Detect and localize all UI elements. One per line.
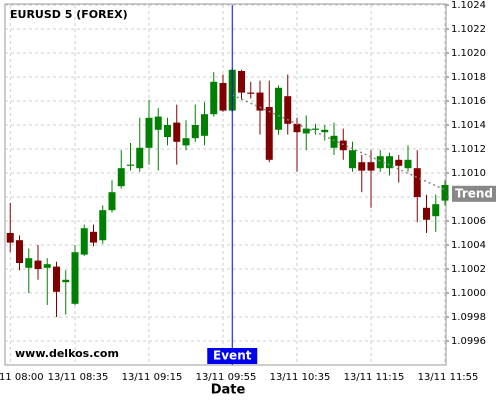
- candle-body: [219, 83, 227, 111]
- x-axis-label: Date: [211, 383, 246, 398]
- watermark: www.delkos.com: [15, 347, 119, 360]
- candle-body: [108, 192, 116, 211]
- x-tick-label: 13/11 09:55: [196, 372, 257, 383]
- candle-body: [376, 156, 384, 169]
- candle-body: [386, 156, 393, 169]
- candle-body: [349, 150, 356, 169]
- candle-body: [25, 258, 33, 268]
- candle-body: [136, 147, 144, 169]
- candle-body: [210, 81, 218, 115]
- candle-body: [293, 123, 301, 133]
- candle-body: [275, 87, 282, 130]
- candle-body: [367, 162, 375, 171]
- event-label-box: [207, 348, 258, 364]
- candle-body: [127, 164, 134, 166]
- y-tick-label: 1.1006: [451, 216, 486, 227]
- x-tick-label: 13/11 11:55: [418, 372, 479, 383]
- candle-body: [441, 185, 449, 201]
- x-tick-label: 13/11 08:35: [48, 372, 109, 383]
- grid: [5, 4, 446, 365]
- candle-body: [432, 204, 440, 217]
- candle-body: [16, 240, 23, 263]
- y-tick-label: 1.1000: [451, 288, 486, 299]
- y-tick-label: 1.0998: [451, 312, 486, 323]
- candle-body: [265, 107, 273, 160]
- candle-body: [312, 128, 319, 130]
- candle-body: [99, 210, 107, 241]
- candle-body: [164, 125, 171, 137]
- y-tick-label: 1.1012: [451, 144, 486, 155]
- x-tick-label: 13/11 10:35: [270, 372, 331, 383]
- candle-body: [182, 138, 190, 146]
- candle-body: [404, 159, 412, 169]
- candle-body: [43, 264, 51, 268]
- candle-body: [173, 122, 181, 142]
- chart-title: EURUSD 5 (FOREX): [10, 8, 128, 21]
- candle-body: [321, 129, 329, 133]
- candle-body: [145, 117, 153, 148]
- candle-body: [302, 128, 310, 134]
- candle-body: [238, 71, 245, 93]
- plot-frame: [4, 3, 447, 366]
- x-tick-label: 13/11 09:15: [122, 372, 183, 383]
- candle-body: [53, 266, 60, 292]
- y-tick-label: 1.1016: [451, 96, 486, 107]
- trend-label-box: [452, 185, 496, 202]
- candle-body: [191, 125, 199, 139]
- candle-body: [330, 135, 338, 148]
- candle-body: [201, 114, 208, 136]
- y-tick-label: 1.1020: [451, 48, 486, 59]
- y-tick-label: 1.1024: [451, 0, 486, 11]
- y-tick-label: 1.1010: [451, 168, 486, 179]
- candle-body: [339, 140, 347, 151]
- candle-body: [413, 168, 421, 197]
- marks: [6, 68, 449, 317]
- x-tick-label: 13/11 11:15: [344, 372, 405, 383]
- y-tick-label: 1.1002: [451, 264, 486, 275]
- y-tick-label: 1.1004: [451, 240, 486, 251]
- y-tick-label: 1.1018: [451, 72, 486, 83]
- candle-body: [154, 116, 162, 130]
- candle-body: [358, 162, 366, 171]
- candle-body: [6, 233, 14, 243]
- candle-body: [395, 159, 403, 166]
- candle-body: [247, 92, 255, 94]
- candle-body: [423, 207, 430, 220]
- candle-body: [34, 260, 42, 269]
- candle-body: [71, 252, 79, 304]
- event-label: Event: [213, 349, 252, 363]
- y-tick-label: 1.0996: [451, 336, 486, 347]
- x-tick-label: 13/11 08:00: [0, 372, 44, 383]
- candle-body: [117, 168, 125, 187]
- candle-body: [256, 92, 264, 111]
- trend-line: [231, 94, 446, 191]
- y-tick-label: 1.1022: [451, 24, 486, 35]
- candle-body: [80, 228, 88, 255]
- candle-body: [284, 96, 292, 124]
- y-tick-label: 1.1014: [451, 120, 486, 131]
- trend-label: Trend: [455, 186, 493, 200]
- candle-body: [62, 279, 70, 283]
- candle-body: [90, 231, 97, 243]
